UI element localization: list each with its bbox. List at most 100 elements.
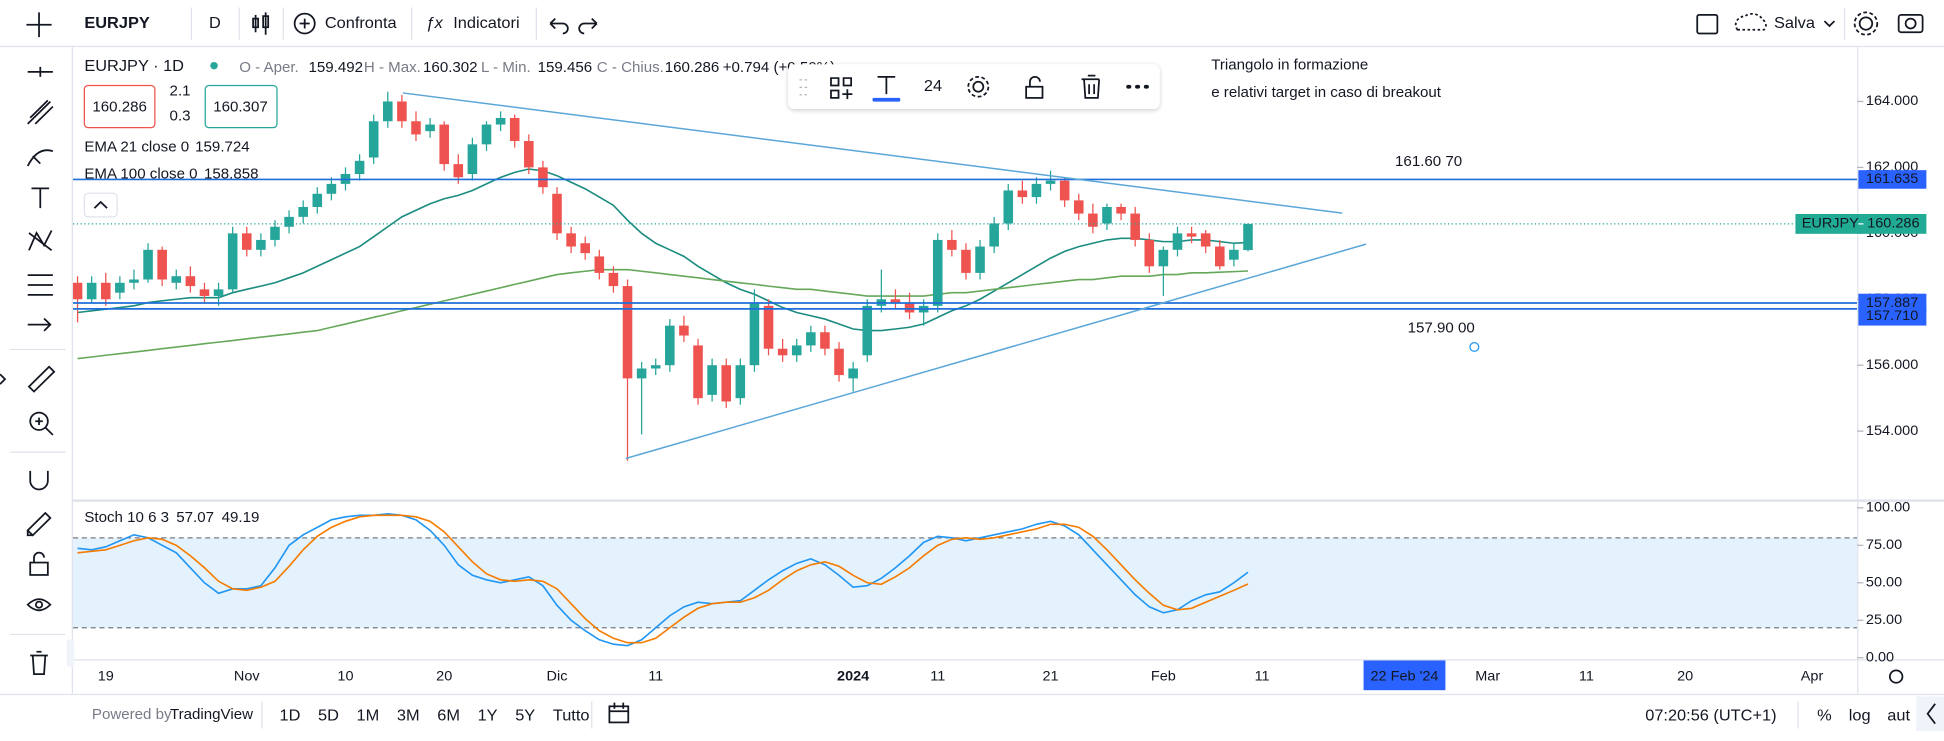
- symbol[interactable]: EURJPY: [84, 14, 150, 32]
- save-button[interactable]: Salva: [1774, 14, 1816, 32]
- tool-lock: [33, 551, 45, 563]
- tool-trash[interactable]: [30, 650, 48, 675]
- candle-body: [524, 141, 534, 168]
- stoch-pane: [73, 513, 1858, 647]
- candle-body: [143, 249, 153, 280]
- candle-body: [100, 282, 111, 300]
- candle-body: [763, 305, 774, 349]
- redo-icon[interactable]: [578, 17, 598, 35]
- pane-handle[interactable]: [66, 639, 75, 667]
- candle-body: [157, 249, 167, 280]
- candle-body: [622, 286, 633, 379]
- scale-percent[interactable]: %: [1817, 707, 1832, 725]
- ohlc-label: H - Max.: [364, 59, 421, 76]
- tool-magnet[interactable]: [29, 470, 49, 491]
- ohlc-label: L - Min.: [481, 59, 531, 76]
- x-tick-label: 11: [648, 668, 663, 684]
- tool-forecast[interactable]: [27, 274, 53, 296]
- font-size[interactable]: 24: [924, 77, 942, 95]
- range-button[interactable]: Tutto: [553, 707, 590, 725]
- candle-body: [806, 332, 816, 346]
- drag-handle[interactable]: [799, 79, 808, 96]
- tool-brush[interactable]: [26, 149, 54, 167]
- tool-zoom[interactable]: [29, 411, 49, 431]
- candle-body: [1073, 200, 1084, 214]
- powered-by-brand[interactable]: TradingView: [170, 706, 253, 723]
- tool-arrow[interactable]: [27, 317, 52, 332]
- axis-settings[interactable]: [1888, 669, 1904, 684]
- scale-auto[interactable]: aut: [1887, 707, 1910, 725]
- undo-icon[interactable]: [549, 17, 569, 35]
- last-price-symbol: EURJPY: [1802, 216, 1860, 232]
- template-icon[interactable]: [830, 77, 853, 100]
- y-tick-label: 164.000: [1866, 93, 1918, 109]
- text-color-icon[interactable]: [877, 75, 896, 95]
- x-tick-label: Feb: [1151, 668, 1176, 684]
- range-button[interactable]: 1Y: [478, 707, 498, 725]
- drawing-settings[interactable]: [972, 80, 985, 93]
- tool-line[interactable]: [27, 66, 53, 77]
- range-button[interactable]: 3M: [397, 707, 420, 725]
- side-toggle[interactable]: [1916, 696, 1944, 732]
- buy-box[interactable]: [204, 84, 278, 129]
- drawing-anchor: [1469, 342, 1480, 352]
- scale-log[interactable]: log: [1849, 707, 1871, 725]
- x-tick-label: Apr: [1801, 668, 1824, 684]
- settings-icon[interactable]: [1858, 16, 1874, 31]
- candle-body: [129, 279, 139, 283]
- layout-icon[interactable]: [1696, 14, 1719, 35]
- range-button[interactable]: 1M: [357, 707, 380, 725]
- tool-fib[interactable]: [27, 99, 54, 125]
- candle-body: [1045, 180, 1056, 184]
- range-button[interactable]: 5Y: [515, 707, 535, 725]
- tool-visibility[interactable]: [26, 598, 52, 612]
- range-button[interactable]: 1D: [280, 707, 301, 725]
- range-button[interactable]: 5D: [318, 707, 339, 725]
- camera-icon[interactable]: [1897, 14, 1924, 34]
- toolbar-toggle[interactable]: [0, 373, 7, 385]
- collapse-icon: [93, 200, 108, 209]
- compare-button[interactable]: Confronta: [325, 14, 398, 32]
- tool-lock[interactable]: [29, 561, 49, 576]
- candle-body: [932, 239, 943, 306]
- drawing-lock[interactable]: [1025, 85, 1044, 99]
- ohlc-label: C - Chius.: [597, 59, 664, 76]
- indicators-icon[interactable]: ƒx: [426, 14, 444, 32]
- interval[interactable]: D: [209, 14, 221, 32]
- sell-box[interactable]: [83, 84, 156, 129]
- candle-body: [947, 239, 957, 250]
- candle-body: [862, 305, 873, 356]
- candle-body: [86, 282, 97, 300]
- market-status: [210, 61, 218, 70]
- candle-body: [256, 239, 266, 250]
- x-tick-label: Mar: [1475, 668, 1500, 684]
- tool-text[interactable]: [31, 187, 50, 209]
- candle-body: [693, 345, 703, 399]
- candle-body: [904, 302, 915, 313]
- tool-lock-drawing[interactable]: [26, 511, 52, 537]
- stoch-k-value: 57.07: [176, 509, 214, 526]
- ohlc-value: 160.302: [423, 59, 478, 76]
- candle-body: [552, 193, 562, 234]
- collapse-button[interactable]: [83, 192, 118, 218]
- candle-body: [185, 276, 196, 287]
- range-button[interactable]: 6M: [437, 707, 460, 725]
- date-range-icon[interactable]: [608, 705, 630, 724]
- left-toolbar: [0, 66, 66, 675]
- drawing-delete[interactable]: [1081, 74, 1101, 99]
- candle-body: [312, 193, 323, 207]
- compare-icon[interactable]: [293, 12, 316, 35]
- candle-body: [354, 160, 365, 175]
- save-dropdown[interactable]: [1823, 20, 1836, 28]
- x-tick-label: 20: [436, 668, 452, 684]
- candle-body: [1116, 206, 1126, 214]
- candle-body: [171, 276, 182, 283]
- indicators-button[interactable]: Indicatori: [453, 14, 519, 32]
- ohlc-value: 159.492: [308, 59, 363, 76]
- price-label: 161.635: [1866, 171, 1918, 187]
- tool-measure[interactable]: [27, 365, 56, 393]
- tool-pattern[interactable]: [28, 230, 53, 251]
- cloud-icon: [1734, 12, 1767, 31]
